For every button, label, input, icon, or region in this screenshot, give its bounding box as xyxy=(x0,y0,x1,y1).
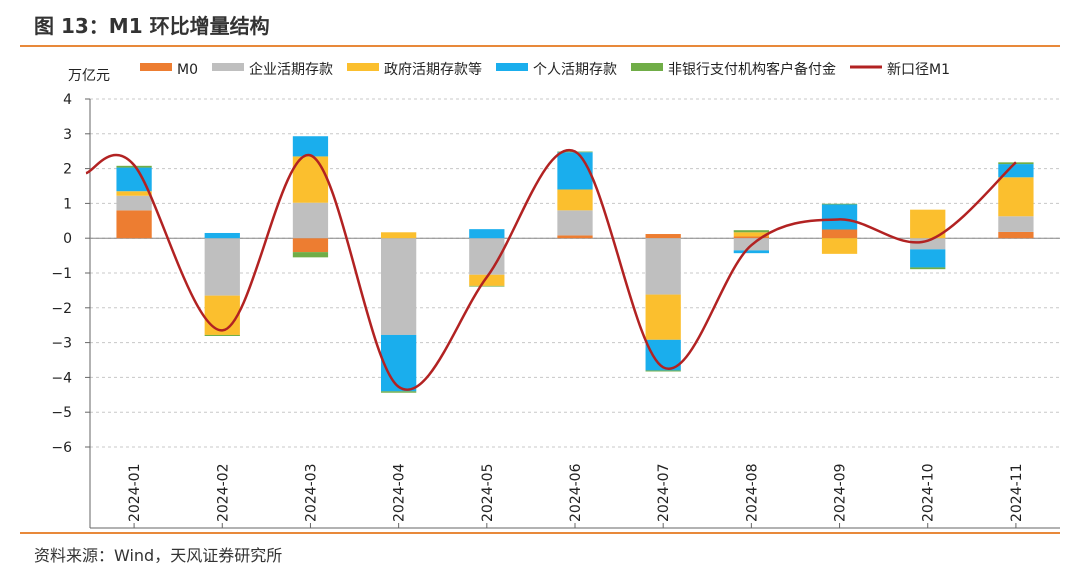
bar-segment xyxy=(910,267,946,270)
bar-segment xyxy=(821,204,858,230)
bar-segment xyxy=(645,370,681,372)
y-tick-label: −5 xyxy=(51,405,72,421)
bar-segment xyxy=(821,229,858,239)
bar-segment xyxy=(733,232,769,237)
bar-segment xyxy=(998,164,1034,178)
bar-segment xyxy=(733,230,769,233)
bar-segment xyxy=(116,210,152,239)
y-tick-label: −6 xyxy=(51,440,72,456)
bar-segment xyxy=(469,274,505,286)
bar-segment xyxy=(645,234,681,239)
legend-label: 政府活期存款等 xyxy=(384,61,482,78)
y-tick-label: −2 xyxy=(51,301,72,317)
bar-segment xyxy=(116,195,152,211)
bar-segment xyxy=(204,334,240,336)
source-note: 资料来源：Wind，天风证券研究所 xyxy=(34,546,283,565)
bar-segment xyxy=(733,236,769,239)
x-tick-label: 2024-06 xyxy=(568,463,584,522)
legend-label: 非银行支付机构客户备付金 xyxy=(668,61,836,78)
y-tick-label: 3 xyxy=(63,127,72,143)
x-tick-label: 2024-04 xyxy=(392,463,408,522)
bar-segment xyxy=(998,216,1034,232)
x-tick-label: 2024-07 xyxy=(656,464,672,523)
x-tick-label: 2024-08 xyxy=(744,464,760,523)
legend-swatch xyxy=(631,63,663,71)
y-tick-label: −1 xyxy=(51,266,72,282)
x-tick-label: 2024-10 xyxy=(921,464,937,523)
x-tick-label: 2024-05 xyxy=(480,464,496,523)
legend-label: 个人活期存款 xyxy=(533,62,617,78)
legend-swatch xyxy=(347,63,379,71)
bottom-rule xyxy=(20,532,1060,534)
bar-segment xyxy=(292,156,329,203)
bar-segment xyxy=(557,210,593,236)
legend-label: 企业活期存款 xyxy=(249,61,333,78)
bar-segment xyxy=(557,152,593,190)
m1-line-series xyxy=(85,148,1017,391)
bar-segment xyxy=(116,167,152,192)
y-tick-label: 2 xyxy=(63,162,72,178)
bar-segment xyxy=(116,191,152,196)
y-tick-label: 4 xyxy=(63,92,72,108)
bar-segment xyxy=(821,238,858,254)
bar-segment xyxy=(381,391,417,393)
bar-segment xyxy=(381,238,417,335)
y-unit-label: 万亿元 xyxy=(68,68,110,84)
top-rule xyxy=(20,45,1060,47)
bar-segment xyxy=(645,294,681,340)
y-tick-label: 0 xyxy=(63,231,72,247)
bar-segment xyxy=(910,249,946,268)
legend-swatch xyxy=(496,63,528,71)
legend-swatch xyxy=(140,63,172,71)
bar-segment xyxy=(998,177,1034,217)
x-tick-label: 2024-03 xyxy=(303,464,319,523)
bar-segment xyxy=(469,285,505,287)
legend-label: M0 xyxy=(177,62,198,78)
bar-segment xyxy=(204,232,240,239)
bar-segment xyxy=(204,295,240,335)
legend-swatch xyxy=(212,63,244,71)
bar-segment xyxy=(645,238,681,295)
bar-segment xyxy=(557,235,593,239)
y-tick-label: 1 xyxy=(63,196,72,212)
figure-title: 图 13：M1 环比增量结构 xyxy=(34,14,270,38)
x-tick-label: 2024-11 xyxy=(1009,463,1025,522)
bar-segment xyxy=(910,238,946,250)
bar-segment xyxy=(998,231,1034,239)
bar-segment xyxy=(292,202,329,239)
legend-label: 新口径M1 xyxy=(887,62,950,78)
bar-segment xyxy=(204,238,240,296)
y-tick-label: −3 xyxy=(51,336,72,352)
bar-segment xyxy=(292,136,329,157)
bar-segment xyxy=(821,203,858,205)
x-tick-label: 2024-01 xyxy=(127,464,143,523)
bar-segment xyxy=(557,189,593,211)
bar-segment xyxy=(381,232,417,239)
bar-segment xyxy=(381,334,417,392)
y-tick-label: −4 xyxy=(51,370,72,386)
bar-segment xyxy=(469,229,505,239)
bar-segment xyxy=(292,252,329,258)
bar-segment xyxy=(292,238,329,253)
x-tick-label: 2024-09 xyxy=(833,464,849,523)
bar-segment xyxy=(733,250,769,254)
bar-segment xyxy=(910,209,946,239)
x-tick-label: 2024-02 xyxy=(215,464,231,523)
